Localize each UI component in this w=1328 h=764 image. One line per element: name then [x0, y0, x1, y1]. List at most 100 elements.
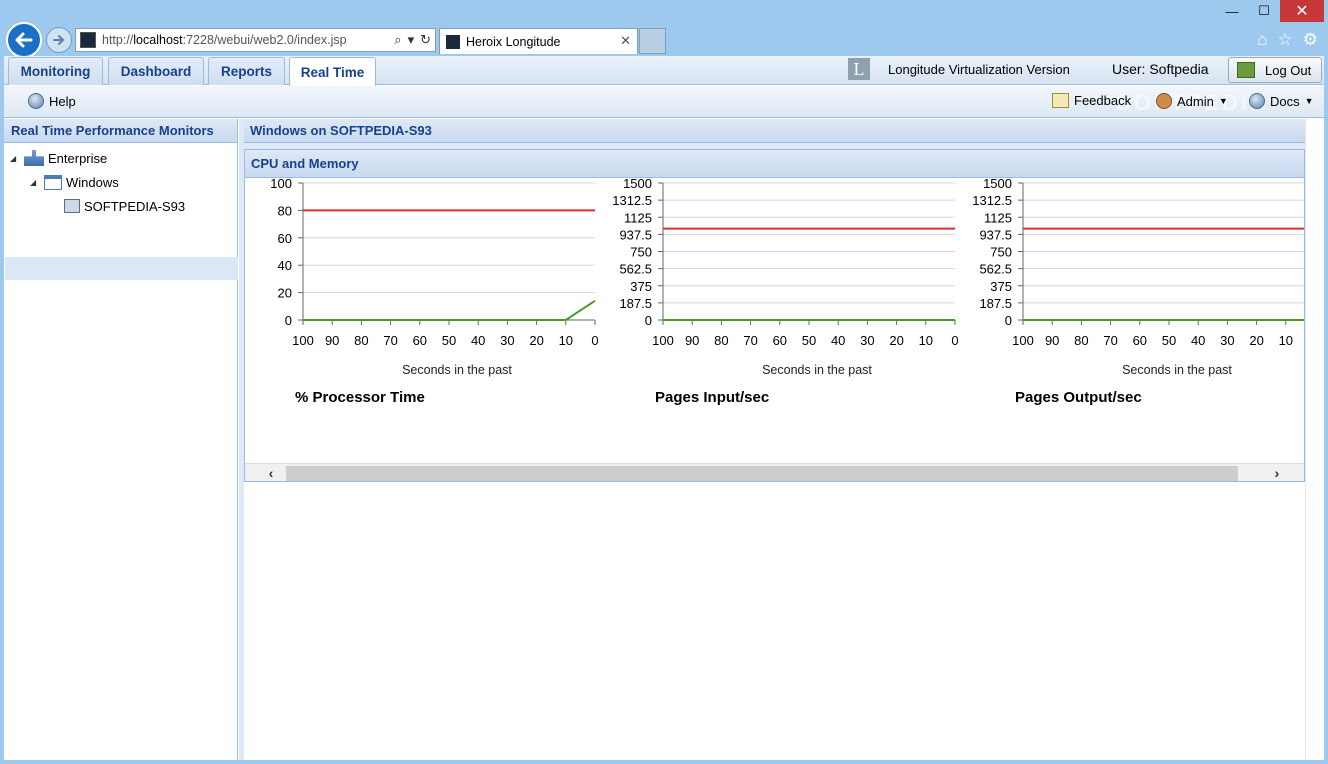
x-tick-label: 10: [919, 333, 933, 348]
x-axis-label: Seconds in the past: [762, 363, 872, 377]
chart-title: Pages Output/sec: [1015, 389, 1142, 406]
y-tick-label: 1500: [983, 179, 1012, 191]
web-page: Monitoring Dashboard Reports Real Time L…: [4, 56, 1324, 760]
scroll-left-icon[interactable]: ‹: [268, 465, 274, 481]
selected-row-highlight: [5, 257, 238, 280]
feedback-icon: [1052, 93, 1069, 108]
scroll-thumb[interactable]: [286, 466, 1238, 481]
tab-favicon-icon: [446, 34, 460, 49]
y-tick-label: 0: [285, 313, 292, 328]
y-tick-label: 937.5: [619, 227, 652, 242]
logout-icon: [1237, 62, 1255, 78]
docs-label: Docs: [1270, 93, 1300, 109]
logout-button[interactable]: Log Out: [1228, 57, 1322, 83]
x-tick-label: 10: [559, 333, 573, 348]
y-tick-label: 1125: [624, 210, 652, 225]
new-tab-button[interactable]: [639, 28, 666, 54]
x-tick-label: 100: [1012, 333, 1034, 348]
left-panel-title: Real Time Performance Monitors: [4, 119, 237, 143]
horizontal-scrollbar[interactable]: ‹ ›: [245, 463, 1304, 481]
y-tick-label: 375: [630, 279, 652, 294]
y-tick-label: 20: [278, 286, 292, 301]
user-label: User: Softpedia: [1112, 61, 1209, 77]
panel-splitter[interactable]: [239, 119, 244, 760]
x-tick-label: 90: [1045, 333, 1059, 348]
back-button[interactable]: [6, 22, 42, 58]
y-tick-label: 750: [630, 245, 652, 260]
help-label: Help: [49, 93, 76, 109]
y-tick-label: 1312.5: [612, 193, 652, 208]
x-tick-label: 80: [1074, 333, 1088, 348]
home-icon[interactable]: ⌂: [1257, 30, 1268, 49]
address-url[interactable]: http://localhost:7228/webui/web2.0/index…: [102, 33, 347, 47]
help-button[interactable]: Help: [28, 93, 76, 109]
y-tick-label: 1312.5: [972, 193, 1012, 208]
close-window-button[interactable]: ✕: [1280, 0, 1324, 22]
forward-button[interactable]: [46, 27, 72, 53]
x-tick-label: 0: [951, 333, 958, 348]
dropdown-icon[interactable]: ▾: [407, 32, 415, 47]
x-tick-label: 70: [383, 333, 397, 348]
series-line: [303, 299, 596, 321]
realtime-main-panel: Windows on SOFTPEDIA-S93 CPU and Memory …: [244, 119, 1305, 760]
docs-menu[interactable]: Docs ▼: [1249, 93, 1314, 109]
windows-group-icon: [44, 174, 62, 190]
tree-node-label: Windows: [66, 174, 119, 190]
expand-triangle-icon[interactable]: ◢: [30, 177, 37, 187]
x-tick-label: 40: [471, 333, 485, 348]
tree-node-server[interactable]: SOFTPEDIA-S93: [64, 195, 185, 217]
x-tick-label: 30: [500, 333, 514, 348]
y-tick-label: 562.5: [619, 262, 652, 277]
y-tick-label: 100: [270, 179, 292, 191]
tree-node-label: Enterprise: [48, 150, 108, 166]
y-tick-label: 1125: [984, 210, 1012, 225]
search-icon[interactable]: ⌕: [394, 32, 402, 47]
x-tick-label: 10: [1279, 333, 1293, 348]
tab-monitoring[interactable]: Monitoring: [8, 57, 103, 85]
x-axis-label: Seconds in the past: [402, 363, 512, 377]
x-tick-label: 60: [413, 333, 427, 348]
x-tick-label: 80: [714, 333, 728, 348]
x-tick-label: 50: [1162, 333, 1176, 348]
feedback-button[interactable]: Feedback: [1052, 93, 1131, 108]
scroll-right-icon[interactable]: ›: [1274, 465, 1280, 481]
cpu-memory-panel: CPU and Memory 100 80 60 40 20 0 100 90 80 70 60 50…: [244, 149, 1305, 482]
maximize-button[interactable]: ☐: [1258, 3, 1270, 18]
x-tick-label: 50: [802, 333, 816, 348]
tree-node-windows[interactable]: ◢ Windows: [30, 171, 119, 193]
x-tick-label: 20: [1249, 333, 1263, 348]
expand-triangle-icon[interactable]: ◢: [10, 153, 17, 163]
favorites-star-icon[interactable]: ☆: [1277, 30, 1293, 49]
settings-gear-icon[interactable]: ⚙: [1302, 30, 1318, 49]
minimize-button[interactable]: —: [1225, 3, 1239, 19]
y-tick-label: 937.5: [979, 227, 1012, 242]
tab-dashboard[interactable]: Dashboard: [108, 57, 204, 85]
x-tick-label: 60: [773, 333, 787, 348]
charts-container: 100 80 60 40 20 0 100 90 80 70 60 50 40 30 20 10 0 Second…: [245, 179, 1304, 464]
feedback-label: Feedback: [1074, 93, 1132, 108]
tree-node-enterprise[interactable]: ◢ Enterprise: [10, 147, 107, 169]
browser-tab[interactable]: Heroix Longitude ✕: [439, 28, 638, 54]
y-tick-label: 60: [278, 231, 292, 246]
y-tick-label: 0: [1005, 313, 1012, 328]
tab-real-time[interactable]: Real Time: [289, 57, 376, 86]
admin-menu[interactable]: Admin ▼: [1156, 93, 1228, 109]
x-tick-label: 100: [652, 333, 674, 348]
tab-title: Heroix Longitude: [466, 34, 561, 49]
y-tick-label: 750: [990, 245, 1012, 260]
refresh-icon[interactable]: ↻: [420, 32, 431, 47]
x-tick-label: 80: [354, 333, 368, 348]
forward-arrow-icon: [53, 35, 65, 45]
y-tick-label: 187.5: [979, 296, 1012, 311]
tab-close-icon[interactable]: ✕: [620, 33, 631, 48]
main-navbar: Monitoring Dashboard Reports Real Time L…: [4, 56, 1324, 86]
x-tick-label: 50: [442, 333, 456, 348]
browser-chrome: — ☐ ✕ http://localhost:7228/webui/web2.0…: [0, 0, 1328, 58]
y-tick-label: 187.5: [619, 296, 652, 311]
main-panel-title: Windows on SOFTPEDIA-S93: [244, 119, 1305, 143]
address-bar[interactable]: http://localhost:7228/webui/web2.0/index…: [75, 28, 436, 52]
chart-title: Pages Input/sec: [655, 389, 769, 406]
tab-reports[interactable]: Reports: [208, 57, 285, 85]
